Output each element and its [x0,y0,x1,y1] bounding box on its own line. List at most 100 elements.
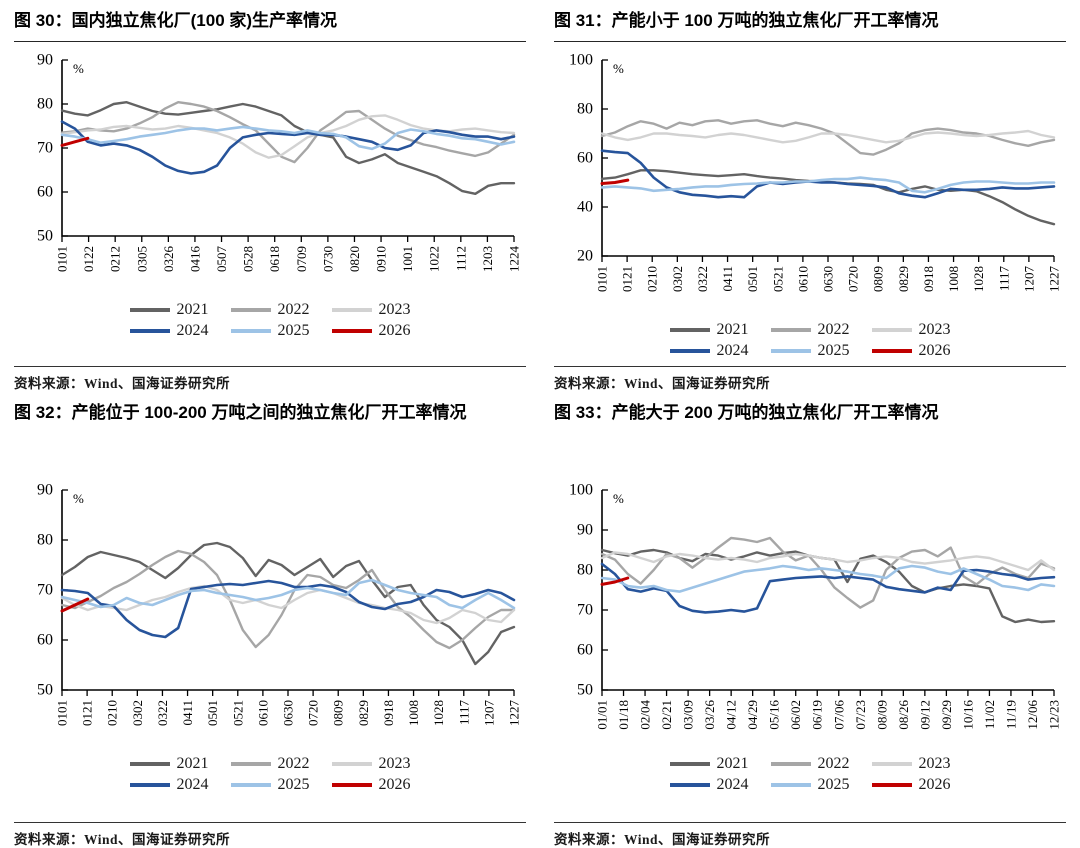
chart-legend: 2021 2022 2023 2024 2025 2026 [14,301,526,340]
series-line-2024 [60,120,516,175]
series-line-2023 [600,551,1056,572]
x-tick-label: 1028 [431,700,446,726]
series-line-2023 [60,584,516,625]
y-tick-label: 100 [569,52,593,69]
title-divider [554,41,1066,42]
x-tick-label: 0121 [80,700,95,726]
x-tick-label: 1207 [1021,266,1036,293]
figure-panel-30: 图 30：国内独立焦化厂(100 家)生产率情况 50 60 70 80 90% 0101… [0,8,540,392]
legend-label: 2025 [277,322,310,339]
legend-item-2022: 2022 [230,755,310,773]
y-axis-unit: % [73,491,84,506]
x-tick-label: 0322 [695,266,710,292]
legend-label: 2023 [378,755,411,772]
legend-label: 2024 [176,322,209,339]
x-tick-label: 07/23 [853,700,868,730]
legend-swatch [230,783,271,787]
legend-label: 2025 [277,776,310,793]
x-tick-label: 11/02 [982,700,997,729]
legend-item-2026: 2026 [331,776,411,794]
x-tick-label: 0411 [180,700,195,726]
x-tick-label: 0501 [205,700,220,726]
y-tick-label: 80 [577,562,593,579]
legend-swatch [669,783,710,787]
legend-item-2023: 2023 [871,755,951,773]
x-tick-label: 0210 [645,266,660,292]
figure-panel-31: 图 31：产能小于 100 万吨的独立焦化厂开工率情况 20 40 60 80 100%… [540,8,1080,392]
x-tick-label: 0630 [821,266,836,292]
legend-swatch [331,329,372,333]
x-tick-label: 0212 [108,246,123,272]
legend-label: 2025 [817,342,850,359]
series-line-2025 [600,564,1056,593]
x-tick-label: 0302 [130,700,145,726]
legend-row: 2024 2025 2026 [659,342,962,360]
x-tick-label: 07/06 [831,700,846,730]
legend-swatch [669,328,710,332]
legend-row: 2024 2025 2026 [659,776,962,794]
x-tick-label: 12/23 [1047,700,1062,730]
figure-panel-33: 图 33：产能大于 200 万吨的独立焦化厂开工率情况 50 60 70 80 90 10… [540,400,1080,848]
legend-item-2025: 2025 [770,776,850,794]
x-tick-label: 1008 [406,700,421,726]
x-tick-label: 1112 [453,246,468,271]
y-tick-label: 70 [37,582,53,599]
source-box: 资料来源：Wind、国海证券研究所 [14,822,526,848]
legend-label: 2026 [918,342,951,359]
y-tick-label: 20 [577,248,593,265]
x-tick-label: 0610 [255,700,270,726]
chart-legend: 2021 2022 2023 2024 2025 2026 [14,755,526,794]
y-tick-label: 60 [37,184,53,201]
x-tick-label: 1117 [996,266,1011,292]
x-tick-label: 06/19 [810,700,825,730]
series-line-2024 [60,579,516,639]
x-tick-label: 08/26 [896,700,911,730]
x-tick-label: 1227 [507,700,522,727]
legend-item-2026: 2026 [871,776,951,794]
x-tick-label: 0630 [281,700,296,726]
legend-item-2026: 2026 [331,322,411,340]
legend-swatch [669,349,710,353]
x-tick-label: 12/06 [1025,700,1040,730]
series-line-2025 [60,125,516,151]
legend-item-2024: 2024 [669,342,749,360]
source-note: 资料来源：Wind、国海证券研究所 [554,832,771,847]
x-tick-label: 03/09 [681,700,696,730]
x-tick-label: 0101 [595,266,610,292]
x-tick-label: 0730 [320,246,335,272]
y-tick-label: 60 [37,632,53,649]
legend-label: 2024 [716,342,749,359]
y-axis-unit: % [73,61,84,76]
series-line-2026 [60,136,90,147]
y-tick-label: 70 [577,602,593,619]
source-box: 资料来源：Wind、国海证券研究所 [14,366,526,392]
x-tick-label: 1224 [507,246,522,273]
x-tick-label: 1227 [1047,266,1062,293]
legend-label: 2026 [378,776,411,793]
series-line-2026 [600,178,630,185]
legend-swatch [770,783,811,787]
legend-item-2024: 2024 [129,776,209,794]
y-tick-label: 80 [577,101,593,118]
title-divider [14,41,526,42]
legend-swatch [770,328,811,332]
legend-swatch [129,329,170,333]
legend-item-2021: 2021 [669,321,749,339]
figure-title: 图 31：产能小于 100 万吨的独立焦化厂开工率情况 [554,11,939,30]
x-tick-label: 0326 [161,246,176,273]
legend-row: 2021 2022 2023 [659,755,962,773]
y-tick-label: 50 [37,228,53,245]
x-tick-label: 0618 [267,246,282,272]
x-tick-label: 1117 [456,700,471,726]
legend-label: 2022 [277,301,310,318]
x-tick-label: 0101 [55,700,70,726]
chart-legend: 2021 2022 2023 2024 2025 2026 [554,755,1066,794]
figure-title-box: 图 31：产能小于 100 万吨的独立焦化厂开工率情况 [554,8,1066,36]
legend-row: 2021 2022 2023 [659,321,962,339]
source-divider [554,822,1066,823]
x-tick-label: 0121 [620,266,635,292]
legend-swatch [871,762,912,766]
source-note: 资料来源：Wind、国海证券研究所 [14,832,231,847]
series-line-2022 [60,549,516,650]
x-tick-label: 0416 [187,246,202,273]
